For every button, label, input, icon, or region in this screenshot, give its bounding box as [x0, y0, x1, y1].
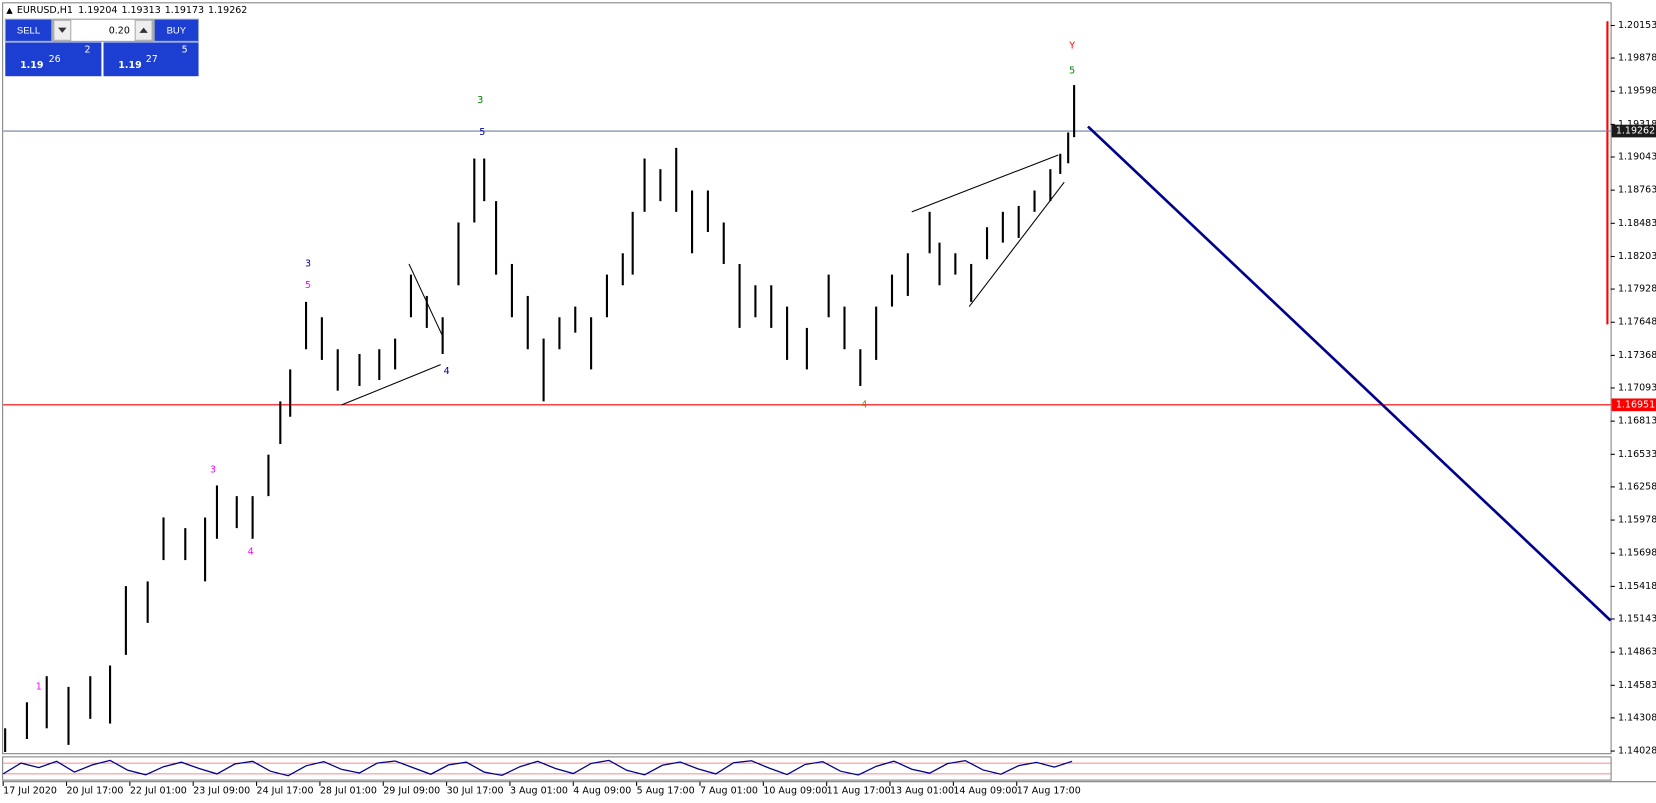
x-tick-label: 30 Jul 17:00 [447, 786, 504, 797]
bid-frac: 2 [84, 44, 90, 55]
wave-label: 5 [479, 127, 485, 138]
y-tick-label: 1.16258 [1618, 481, 1656, 492]
trendline [911, 154, 1059, 213]
y-tick-label: 1.14308 [1618, 712, 1656, 723]
close: 1.19262 [208, 5, 247, 16]
wave-label: 4 [248, 546, 254, 557]
y-tick-label: 1.14583 [1618, 680, 1656, 691]
y-tick-label: 1.19318 [1618, 119, 1656, 130]
sell-label: SELL [17, 25, 40, 36]
wave-label: 1 [36, 681, 42, 692]
wave-label: 5 [1069, 65, 1075, 76]
down-arrow [58, 27, 67, 33]
buy-button[interactable] [153, 18, 200, 42]
trendline [408, 263, 444, 337]
x-tick-label: 5 Aug 17:00 [637, 786, 695, 797]
y-tick-label: 1.19043 [1618, 151, 1656, 162]
trendline [968, 181, 1065, 307]
trade-panel: SELL 0.20 BUY 1.19 26 2 1.19 27 5 [4, 18, 200, 77]
x-tick-label: 4 Aug 09:00 [573, 786, 631, 797]
y-tick-label: 1.16813 [1618, 416, 1656, 427]
high: 1.19313 [121, 5, 160, 16]
lot-value: 0.20 [109, 25, 130, 36]
trendline [341, 364, 441, 406]
x-tick-label: 7 Aug 01:00 [700, 786, 758, 797]
wave-label: 3 [305, 258, 311, 269]
y-tick-label: 1.20153 [1618, 20, 1656, 31]
y-tick-label: 1.14863 [1618, 647, 1656, 658]
symbol: EURUSD,H1 [17, 5, 73, 16]
wave-label: 4 [444, 366, 450, 377]
wave-label: 3 [210, 465, 216, 476]
y-tick-label: 1.17928 [1618, 284, 1656, 295]
up-arrow [139, 27, 148, 33]
y-tick-label: 1.15978 [1618, 515, 1656, 526]
wave-label: 3 [477, 95, 483, 106]
y-tick-label: 1.18483 [1618, 218, 1656, 229]
lot-box[interactable] [52, 18, 154, 42]
wave-label: 5 [305, 280, 311, 291]
price-label-bg [1611, 124, 1656, 138]
y-tick-label: 1.17093 [1618, 382, 1656, 393]
price-label: 1.16951 [1616, 399, 1655, 410]
indicator-frame [2, 756, 1612, 781]
wave-label: 4 [861, 399, 867, 410]
header: EURUSD,H1 1.19204 1.19313 1.19173 1.1926… [17, 5, 247, 16]
x-tick-label: 10 Aug 09:00 [763, 786, 827, 797]
sell-button[interactable] [4, 18, 53, 42]
low: 1.19173 [165, 5, 204, 16]
price-label-bg [1611, 398, 1656, 412]
x-tick-label: 17 Jul 2020 [3, 786, 57, 797]
x-tick-label: 22 Jul 01:00 [130, 786, 187, 797]
y-tick-label: 1.19598 [1618, 86, 1656, 97]
x-tick-label: 13 Aug 01:00 [890, 786, 954, 797]
wave-label: Y [1068, 40, 1075, 51]
y-tick-label: 1.18763 [1618, 185, 1656, 196]
ask-box[interactable] [103, 42, 199, 77]
trendline [1087, 125, 1612, 622]
y-tick-label: 1.15418 [1618, 581, 1656, 592]
y-tick-label: 1.15143 [1618, 613, 1656, 624]
ask-pips: 27 [146, 54, 158, 65]
ask-big: 1.19 [118, 60, 141, 71]
y-tick-label: 1.19878 [1618, 53, 1656, 64]
oscillator-line [2, 759, 1073, 777]
y-tick-label: 1.17648 [1618, 317, 1656, 328]
buy-label: BUY [167, 25, 187, 36]
x-tick-label: 28 Jul 01:00 [320, 786, 377, 797]
y-tick-label: 1.17368 [1618, 350, 1656, 361]
x-tick-label: 20 Jul 17:00 [67, 786, 124, 797]
bid-big: 1.19 [20, 60, 43, 71]
open: 1.19204 [78, 5, 117, 16]
x-tick-label: 17 Aug 17:00 [1017, 786, 1081, 797]
ask-frac: 5 [182, 44, 188, 55]
x-tick-label: 3 Aug 01:00 [510, 786, 568, 797]
x-tick-label: 23 Jul 09:00 [193, 786, 250, 797]
collapse-icon[interactable] [6, 7, 13, 14]
x-tick-label: 14 Aug 09:00 [953, 786, 1017, 797]
y-tick-label: 1.18203 [1618, 251, 1656, 262]
bid-pips: 26 [49, 54, 61, 65]
y-tick-label: 1.14028 [1618, 746, 1656, 757]
bid-box[interactable] [5, 42, 102, 77]
price-label: 1.19262 [1616, 126, 1655, 137]
y-tick-label: 1.16533 [1618, 449, 1656, 460]
main-frame [2, 2, 1612, 755]
x-tick-label: 11 Aug 17:00 [827, 786, 891, 797]
x-tick-label: 29 Jul 09:00 [383, 786, 440, 797]
y-tick-label: 1.15698 [1618, 548, 1656, 559]
x-tick-label: 24 Jul 17:00 [257, 786, 314, 797]
